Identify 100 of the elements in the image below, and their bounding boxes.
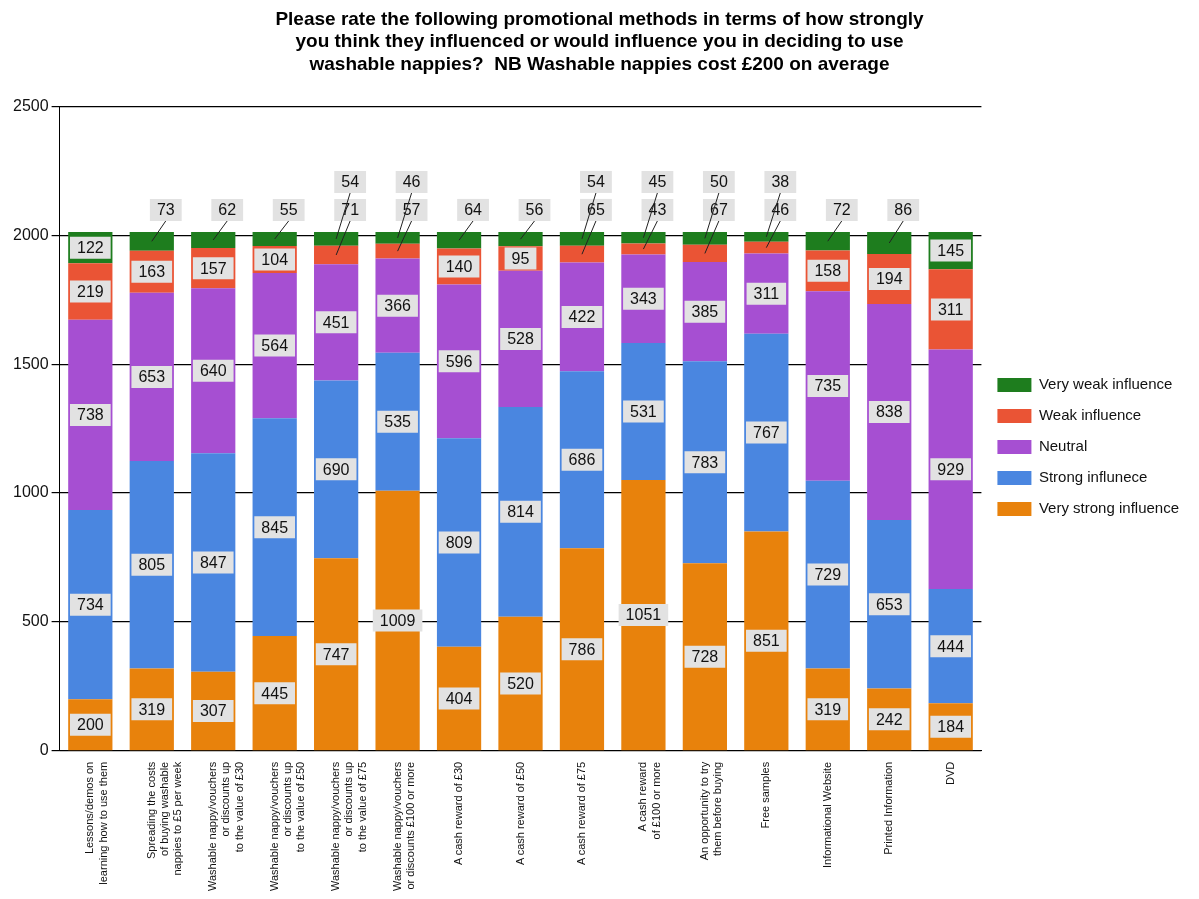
- data-label: 86: [894, 201, 913, 219]
- data-label: 738: [76, 406, 104, 424]
- data-label: 653: [138, 368, 166, 386]
- data-label: 847: [199, 553, 227, 571]
- data-label: 343: [630, 290, 657, 308]
- data-label: 200: [76, 716, 104, 734]
- data-label: 767: [752, 423, 780, 441]
- data-label: 783: [691, 453, 719, 471]
- data-label: 747: [322, 645, 350, 663]
- data-label: 686: [568, 451, 596, 469]
- data-label: 929: [937, 460, 965, 478]
- bar: [68, 510, 113, 700]
- data-label: 67: [709, 201, 728, 219]
- bar: [498, 406, 543, 617]
- data-label: 62: [218, 201, 237, 219]
- data-label: 520: [507, 674, 534, 692]
- bar: [252, 231, 297, 247]
- data-label: 653: [875, 595, 903, 613]
- bar: [682, 244, 727, 263]
- data-label: 564: [261, 337, 289, 354]
- x-tick-label: Printed Information: [882, 761, 895, 855]
- legend-label: Very strong influence: [1038, 499, 1180, 517]
- x-tick-label: A cash reward of £75: [574, 761, 587, 866]
- bar: [682, 563, 727, 751]
- bar: [805, 480, 850, 669]
- data-label: 319: [814, 700, 842, 718]
- legend-label: Strong influnece: [1038, 468, 1148, 486]
- data-label: 809: [445, 533, 473, 551]
- data-label: 163: [138, 263, 166, 281]
- data-label: 95: [511, 250, 530, 268]
- legend-label: Weak influence: [1038, 406, 1142, 424]
- data-label: 43: [648, 201, 667, 219]
- bar: [129, 231, 174, 251]
- y-tick-label: 2500: [13, 96, 49, 114]
- data-label: 319: [138, 700, 166, 718]
- bar: [682, 361, 727, 564]
- bar: [191, 453, 236, 672]
- bar: [805, 231, 850, 251]
- data-label: 805: [138, 556, 166, 574]
- data-label: 46: [771, 201, 790, 219]
- bar: [805, 291, 850, 481]
- data-label: 422: [568, 308, 596, 326]
- bar: [375, 243, 420, 259]
- data-label: 451: [322, 313, 350, 331]
- data-label: 157: [199, 259, 227, 277]
- bar: [375, 231, 420, 244]
- data-label: 311: [753, 285, 780, 303]
- data-label: 838: [875, 403, 903, 421]
- data-label: 640: [199, 362, 227, 380]
- data-label: 140: [445, 257, 473, 275]
- legend-label: Very weak influence: [1038, 375, 1173, 393]
- chart-title: Please rate the following promotional methods in terms of how strongly you think they influenced or would influence you in deciding to use washable nappies? NB Washable nappies cost £200 on average: [275, 7, 925, 75]
- bar: [867, 231, 912, 255]
- data-label: 535: [384, 413, 412, 431]
- bar: [744, 231, 789, 242]
- data-label: 65: [587, 201, 605, 219]
- data-label: 57: [402, 201, 421, 219]
- data-label: 1009: [379, 611, 416, 629]
- data-label: 194: [875, 270, 903, 288]
- data-label: 734: [76, 596, 104, 614]
- bar: [744, 241, 789, 254]
- x-tick-label: DVD: [943, 761, 956, 786]
- data-label: 71: [341, 201, 360, 219]
- data-label: 104: [261, 250, 289, 268]
- y-tick-label: 1500: [13, 354, 49, 372]
- data-label: 145: [937, 242, 965, 260]
- data-label: 158: [814, 262, 842, 280]
- data-label: 596: [445, 352, 473, 370]
- x-tick-label: A cash reward of £100 or more: [636, 761, 662, 840]
- y-tick-label: 500: [21, 612, 49, 630]
- bar: [559, 548, 605, 751]
- data-label: 735: [814, 377, 842, 395]
- data-label: 404: [445, 689, 473, 707]
- bar: [559, 245, 605, 263]
- bar: [314, 231, 359, 246]
- data-label: 311: [937, 300, 964, 318]
- data-label: 385: [691, 303, 719, 321]
- bar: [436, 438, 482, 647]
- bar: [559, 371, 605, 549]
- data-label: 690: [322, 460, 350, 478]
- x-tick-label: A cash reward of £50: [513, 761, 526, 866]
- data-label: 445: [261, 684, 289, 702]
- bar: [252, 418, 297, 637]
- bar: [129, 461, 174, 669]
- x-tick-label: Free samples: [759, 761, 772, 829]
- y-tick-label: 2000: [13, 225, 49, 243]
- data-label: 444: [937, 637, 965, 655]
- bar: [744, 531, 789, 751]
- bar: [314, 245, 359, 265]
- data-label: 55: [279, 201, 298, 219]
- data-label: 307: [199, 702, 227, 720]
- data-label: 845: [261, 518, 289, 536]
- data-label: 786: [568, 640, 596, 658]
- bar: [621, 231, 666, 244]
- data-label: 38: [771, 173, 790, 191]
- data-label: 729: [814, 566, 842, 584]
- x-tick-label: Lessons/demos on learning how to use them: [83, 761, 109, 885]
- data-label: 54: [341, 173, 360, 191]
- data-label: 73: [156, 201, 175, 219]
- data-label: 50: [709, 173, 728, 191]
